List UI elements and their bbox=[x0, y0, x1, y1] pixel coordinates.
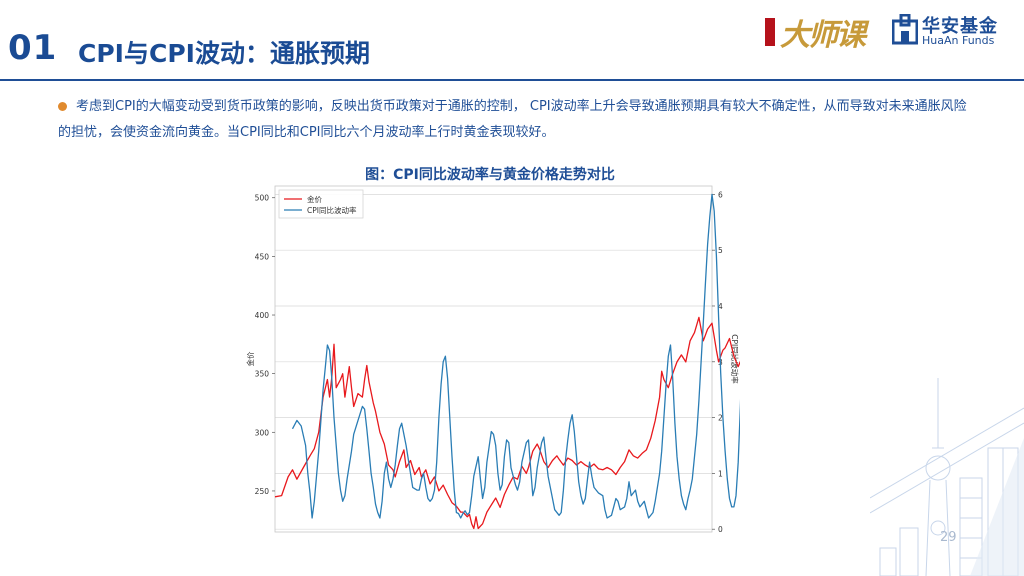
y-tick-label: 500 bbox=[255, 194, 270, 203]
brand-name-cn: 华安基金 bbox=[922, 16, 998, 37]
plot-frame bbox=[274, 185, 713, 533]
series-line-1 bbox=[274, 316, 740, 530]
chart-title: 图：CPI同比波动率与黄金价格走势对比 bbox=[365, 167, 615, 183]
brand-name-en: HuaAn Funds bbox=[922, 34, 995, 47]
legend-label: CPI同比波动率 bbox=[307, 205, 357, 215]
y-tick-label: 450 bbox=[255, 252, 270, 261]
y2-tick-label: 5 bbox=[718, 246, 723, 255]
dashike-logo: 大师课 bbox=[780, 18, 866, 53]
body-paragraph: 考虑到CPI的大幅变动受到货币政策的影响，反映出货币政策对于通胀的控制， CPI… bbox=[58, 99, 967, 140]
y-tick-label: 350 bbox=[255, 370, 270, 379]
y-tick-label: 300 bbox=[255, 428, 270, 437]
legend-label: 金价 bbox=[307, 194, 322, 204]
series-line-2 bbox=[291, 193, 740, 519]
page-number: 29 bbox=[940, 530, 957, 545]
y2-tick-label: 2 bbox=[718, 414, 723, 423]
y2-tick-label: 0 bbox=[718, 525, 723, 534]
section-number: 01 bbox=[8, 28, 58, 68]
legend-box bbox=[278, 189, 364, 219]
y2-tick-label: 1 bbox=[718, 469, 723, 478]
y-tick-label: 400 bbox=[255, 311, 270, 320]
bullet-icon bbox=[58, 102, 67, 111]
brand-seal bbox=[765, 18, 775, 46]
header-divider bbox=[0, 79, 1024, 81]
y2-tick-label: 6 bbox=[718, 190, 723, 199]
page-title: CPI与CPI波动：通胀预期 bbox=[78, 39, 370, 68]
y-tick-label: 250 bbox=[255, 487, 270, 496]
y2-tick-label: 4 bbox=[718, 302, 723, 311]
y-axis-label: 金价 bbox=[245, 351, 255, 366]
huaan-logo-icon bbox=[892, 14, 918, 45]
skyline-decoration-icon bbox=[870, 378, 1024, 576]
